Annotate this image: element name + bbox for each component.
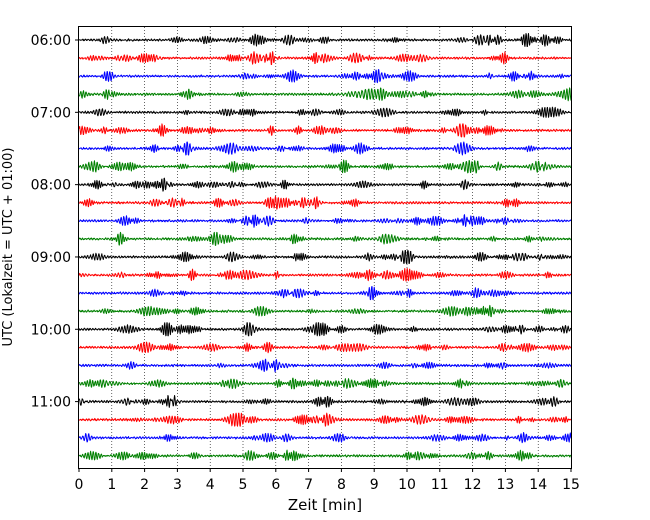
x-tick-label: 12	[464, 477, 482, 493]
trace-0800	[78, 177, 572, 192]
x-tick-label: 1	[107, 477, 116, 493]
y-tick-label: 06:00	[31, 33, 71, 49]
trace-0645	[78, 87, 572, 102]
trace-0600	[78, 33, 572, 47]
trace-0630	[78, 69, 572, 84]
x-tick-label: 13	[496, 477, 514, 493]
trace-0915	[78, 268, 572, 282]
y-tick-label: 11:00	[31, 395, 71, 411]
y-tick-label: 10:00	[31, 322, 71, 338]
trace-0900	[78, 249, 572, 264]
x-tick-label: 11	[431, 477, 449, 493]
x-axis-title: Zeit [min]	[288, 496, 362, 514]
y-axis-ticks: 06:00 07:00 08:00 09:00 10:00 11:00	[31, 33, 79, 411]
x-tick-label: 6	[271, 477, 280, 493]
trace-1045	[78, 377, 572, 390]
y-axis-title: UTC (Lokalzeit = UTC + 01:00)	[1, 148, 16, 347]
trace-1115	[78, 412, 572, 427]
trace-0700	[78, 106, 572, 118]
trace-0615	[78, 51, 572, 66]
x-tick-label: 4	[206, 477, 215, 493]
x-tick-label: 7	[304, 477, 313, 493]
seismic-traces	[78, 33, 572, 462]
trace-1000	[78, 322, 572, 337]
x-tick-label: 0	[75, 477, 84, 493]
x-tick-label: 9	[370, 477, 379, 493]
trace-1100	[78, 394, 572, 408]
x-tick-label: 3	[173, 477, 182, 493]
trace-0745	[78, 159, 572, 174]
x-tick-label: 2	[140, 477, 149, 493]
trace-0730	[78, 141, 572, 156]
trace-0830	[78, 214, 572, 228]
trace-0930	[78, 286, 572, 301]
plot-frame	[78, 26, 572, 469]
y-tick-label: 09:00	[31, 250, 71, 266]
trace-0845	[78, 231, 572, 246]
x-tick-label: 5	[239, 477, 248, 493]
x-tick-label: 15	[562, 477, 580, 493]
trace-0815	[78, 195, 572, 210]
trace-1030	[78, 358, 572, 373]
x-tick-label: 10	[398, 477, 416, 493]
x-tick-label: 14	[529, 477, 547, 493]
x-tick-label: 8	[337, 477, 346, 493]
y-tick-label: 08:00	[31, 178, 71, 194]
trace-1145	[78, 449, 572, 462]
trace-0945	[78, 304, 572, 318]
trace-1015	[78, 341, 572, 354]
x-axis-ticks: 0 1 2 3 4 5 6 7 8 9 10 11 12 13 14 15	[75, 468, 580, 493]
trace-1130	[78, 431, 572, 444]
trace-0715	[78, 123, 572, 138]
y-tick-label: 07:00	[31, 105, 71, 121]
